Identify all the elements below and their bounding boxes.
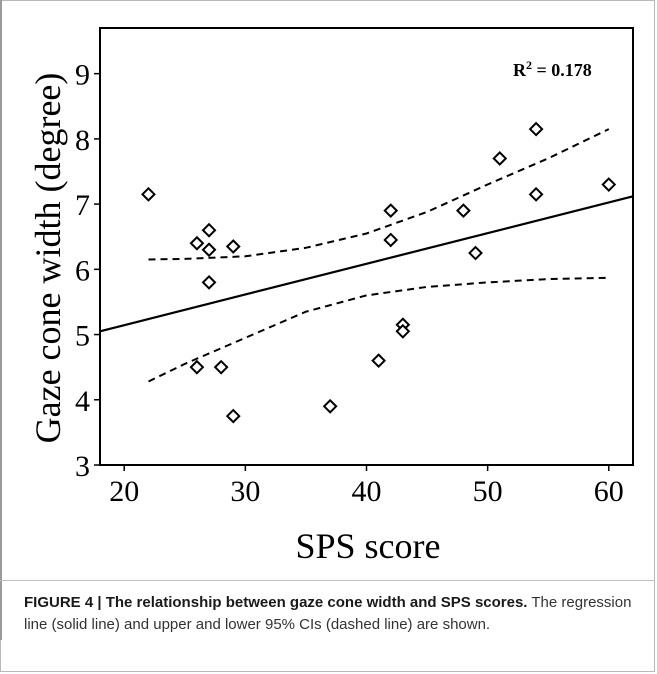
left-edge-rule [0,0,2,640]
plot-axes [99,27,634,466]
data-point [189,359,205,375]
r-squared-value: = 0.178 [532,60,592,80]
data-point [141,186,156,202]
data-point [492,151,508,166]
regression-line [99,195,634,333]
y-tick-label: 6 [75,254,90,287]
caption-text: The regression line (solid line) and upp… [24,594,632,633]
fit-lines [99,128,634,383]
data-point [225,408,241,424]
data-point [468,245,483,261]
x-axis-label: SPS score [295,526,440,566]
data-points [141,121,617,424]
data-point [528,121,544,137]
caption-title: FIGURE 4 | The relationship between gaze… [24,594,528,611]
y-tick-label: 5 [75,320,90,353]
x-tick-labels: 20 30 40 50 60 [109,475,624,508]
x-tick-label: 60 [594,475,624,508]
data-point [201,242,217,258]
plot-border [99,27,634,466]
data-point [395,323,411,339]
y-tick-label: 3 [75,450,90,483]
tick-marks [94,72,610,471]
x-tick-label: 40 [352,475,382,508]
data-point [201,222,217,238]
ci-lower-line [148,276,609,383]
y-axis-label: Gaze cone width (degree) [28,73,68,444]
x-tick-label: 20 [109,475,139,508]
y-tick-label: 9 [75,59,90,92]
y-tick-labels: 3 4 5 6 7 8 9 [75,59,90,483]
ci-upper-line [148,128,610,261]
data-point [322,398,338,414]
data-point [601,177,617,192]
data-point [528,186,544,202]
r-squared-sup: 2 [526,58,532,72]
x-tick-label: 30 [230,475,260,508]
y-tick-label: 8 [75,124,90,157]
data-point [371,353,387,369]
r-squared-prefix: R [513,60,527,80]
data-point [225,239,241,254]
caption-divider [0,580,655,581]
data-point [455,203,471,219]
scatter-chart: 20 30 40 50 60 3 4 5 6 7 8 9 SPS score Gaze cone w… [28,27,634,566]
data-point [383,232,399,248]
y-tick-label: 4 [75,385,90,418]
x-tick-label: 50 [473,475,503,508]
data-point [201,274,217,290]
data-point [383,203,399,219]
data-point [213,359,229,375]
figure-caption: FIGURE 4 | The relationship between gaze… [0,580,655,636]
data-point [189,235,205,251]
r-squared-annotation: R2 = 0.178 [513,58,592,80]
y-tick-label: 7 [75,189,90,222]
